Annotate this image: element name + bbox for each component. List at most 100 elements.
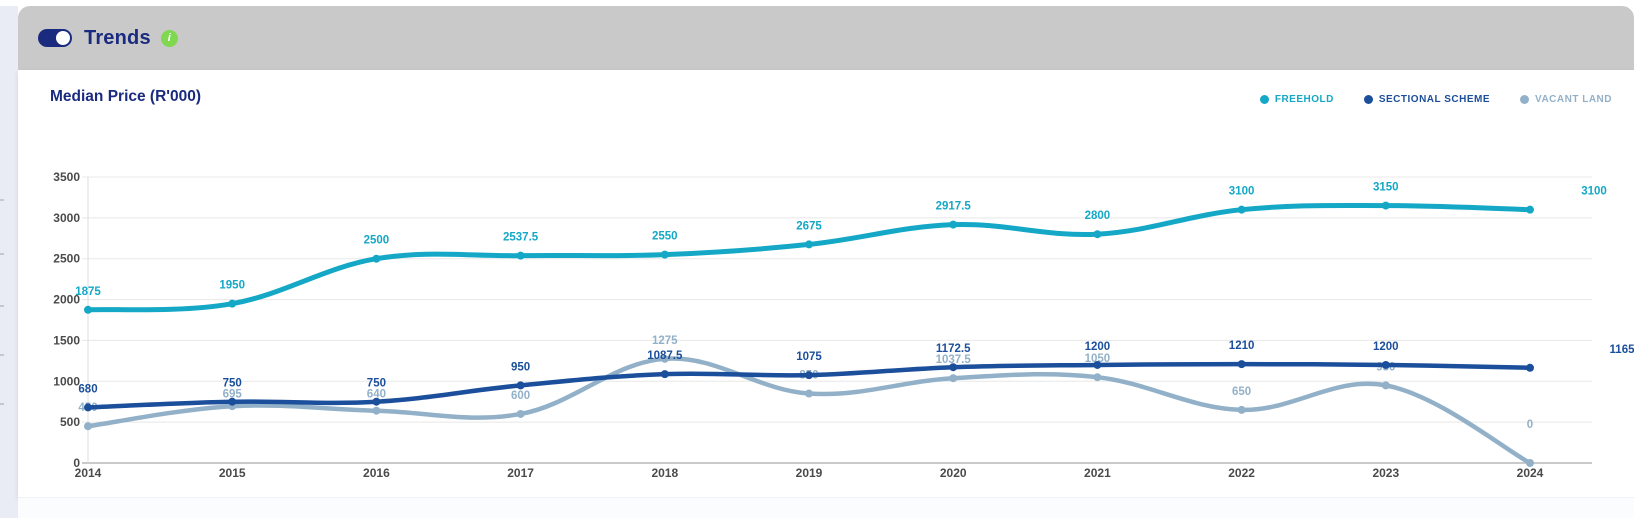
chart-card: Median Price (R'000) FREEHOLD SECTIONAL S… [18,70,1634,497]
freehold-data-point [1093,230,1102,239]
clipped-label-fragment [0,253,4,255]
freehold-data-point [84,305,92,314]
freehold-data-point [949,220,958,229]
y-axis-tick-label: 1000 [53,374,80,388]
sectional-scheme-data-label: 1172.5 [936,343,971,355]
x-axis-labels: 2014 2015 2016 2017 2018 2019 2020 2021 2022 2023… [75,466,1544,480]
sectional-scheme-data-point [1237,360,1246,369]
freehold-data-label: 3100 [1229,186,1255,198]
vacant-land-data-label: 650 [1232,386,1251,398]
legend-item-label: SECTIONAL SCHEME [1378,94,1491,105]
series-sectional-scheme: 680 750 750 950 1087.5 1075 1172.5 1200 1210 1200… [78,340,1634,412]
sectional-scheme-data-label: 750 [223,378,242,390]
legend-item-sectional-scheme[interactable]: SECTIONAL SCHEME [1363,94,1491,105]
freehold-data-point [1526,205,1534,214]
freehold-data-label: 2537.5 [503,232,539,244]
vacant-land-data-label: 600 [511,390,530,402]
sectional-scheme-data-point [1526,363,1534,372]
vacant-land-data-point [949,374,958,383]
x-axis-tick-label: 2022 [1228,466,1255,480]
sectional-scheme-data-label: 1200 [1373,341,1399,353]
vacant-land-data-point [372,406,381,415]
freehold-data-label: 1950 [219,280,245,292]
x-axis-tick-label: 2018 [651,466,678,480]
legend-item-label: VACANT LAND [1535,94,1612,105]
sectional-scheme-data-label: 1075 [796,351,822,363]
freehold-data-label: 2550 [652,231,678,243]
freehold-data-label: 3100 [1581,186,1607,198]
x-axis-tick-label: 2019 [796,466,823,480]
vacant-land-data-label: 1275 [652,335,678,347]
y-axis-tick-label: 1500 [53,333,80,347]
sectional-scheme-data-point [1381,360,1390,369]
y-axis-tick-label: 2500 [53,252,80,266]
chart-area: 0 500 1000 1500 2000 2500 3000 3500 2014 2015 2016… [18,70,1634,497]
freehold-data-label: 2800 [1085,210,1111,222]
y-axis-tick-label: 2000 [53,293,80,307]
sectional-scheme-data-point [949,363,958,372]
freehold-data-label: 2500 [364,235,390,247]
trends-toggle[interactable] [38,29,72,47]
freehold-data-point [1237,205,1246,214]
sectional-scheme-data-point [228,397,237,406]
vacant-land-data-point [805,389,813,398]
vacant-land-data-point [660,354,669,363]
x-axis-tick-label: 2017 [507,466,534,480]
sectional-scheme-data-point [84,403,92,412]
x-axis-tick-label: 2024 [1517,466,1544,480]
x-axis-tick-label: 2015 [219,466,246,480]
y-axis-tick-label: 3500 [53,170,80,184]
vacant-land-data-label: 1050 [1085,353,1111,365]
legend-item-freehold[interactable]: FREEHOLD [1259,94,1334,105]
left-edge-strip [0,6,18,518]
x-axis-tick-label: 2014 [75,466,102,480]
sectional-scheme-data-point [805,371,813,380]
trends-header-bar: Trends i [18,6,1634,70]
freehold-data-label: 2917.5 [936,201,972,213]
x-axis-tick-label: 2023 [1372,466,1399,480]
y-axis-tick-label: 500 [60,415,80,429]
sectional-scheme-data-label: 1210 [1229,340,1255,352]
vacant-land-data-label: 0 [1527,419,1533,431]
page-background-lower [18,497,1634,518]
vacant-land-data-label: 640 [367,389,386,401]
sectional-scheme-data-point [516,381,525,390]
sectional-scheme-data-point [1093,360,1102,369]
clipped-label-fragment [0,354,4,356]
sectional-scheme-data-label: 1087.5 [647,350,683,362]
sectional-scheme-data-point [372,397,381,406]
freehold-data-point [372,254,381,263]
series-freehold: 1875 1950 2500 2537.5 2550 2675 2917.5 2800 3100… [75,182,1607,314]
legend-item-vacant-land[interactable]: VACANT LAND [1520,94,1612,105]
y-axis-tick-label: 0 [73,456,80,470]
gridlines: 0 500 1000 1500 2000 2500 3000 3500 [53,170,1592,470]
freehold-data-point [1381,201,1390,210]
freehold-data-label: 2675 [796,220,822,232]
legend-dot-icon [1259,95,1269,104]
sectional-scheme-data-label: 680 [78,383,97,395]
vacant-land-data-label: 1037.5 [936,354,972,366]
freehold-data-point [228,299,237,308]
vacant-land-data-point [1093,373,1102,382]
freehold-data-point [660,250,669,259]
chart-legend: FREEHOLD SECTIONAL SCHEME VACANT LAND [1259,94,1612,105]
legend-dot-icon [1363,95,1373,104]
x-axis-tick-label: 2020 [940,466,967,480]
sectional-scheme-data-label: 950 [511,361,530,373]
x-axis-tick-label: 2021 [1084,466,1111,480]
clipped-label-fragment [0,403,4,405]
sectional-scheme-data-point [660,370,669,379]
vacant-land-data-point [1526,459,1534,467]
trends-title: Trends [84,26,151,49]
freehold-data-label: 1875 [75,286,101,298]
freehold-data-point [805,240,813,249]
x-axis-tick-label: 2016 [363,466,390,480]
vacant-land-data-label: 695 [223,389,243,401]
clipped-label-fragment [0,199,4,201]
clipped-label-fragment [0,305,4,307]
chart-title: Median Price (R'000) [50,88,201,105]
vacant-land-data-point [84,422,92,431]
toggle-knob-icon [56,31,70,45]
info-icon[interactable]: i [160,29,178,47]
series-vacant-land: 45069564060012758501037.510506509500 [78,335,1534,467]
